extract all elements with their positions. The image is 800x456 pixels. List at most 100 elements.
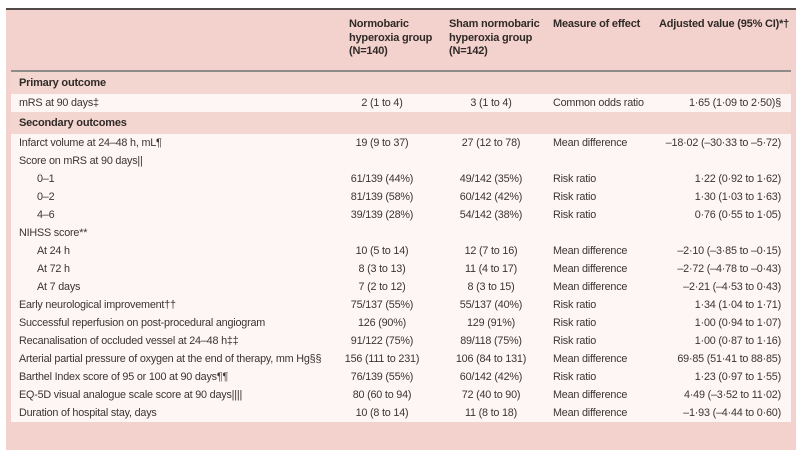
value-cell: 61/139 (44%) [350, 172, 414, 185]
row-label: 0–2 [37, 190, 55, 203]
outcomes-table: Normobaric hyperoxia group (N=140) Sham … [6, 8, 796, 450]
value-cell: 60/142 (42%) [459, 370, 523, 383]
value-cell: Risk ratio [553, 316, 596, 329]
value-cell: 1·65 (1·09 to 2·50)§ [688, 96, 781, 109]
row-label: Score on mRS at 90 days|| [19, 154, 143, 167]
table-row: Barthel Index score of 95 or 100 at 90 d… [11, 368, 791, 386]
value-cell: 3 (1 to 4) [470, 96, 512, 109]
value-cell: Risk ratio [553, 190, 596, 203]
row-label: Recanalisation of occluded vessel at 24–… [19, 334, 239, 347]
value-cell: 69·85 (51·41 to 88·85) [677, 352, 781, 365]
table-row: 4–6 39/139 (28%) 54/142 (38%) Risk ratio 0·7… [11, 206, 791, 224]
col-header-normobaric-group: Normobaric hyperoxia group (N=140) [349, 18, 433, 57]
value-cell: –18·02 (–30·33 to –5·72) [665, 136, 781, 149]
table-row: At 24 h 10 (5 to 14) 12 (7 to 16) Mean diff… [11, 242, 791, 260]
value-cell: 8 (3 to 13) [358, 262, 406, 275]
value-cell: 1·30 (1·03 to 1·63) [694, 190, 781, 203]
value-cell: –2·72 (–4·78 to –0·43) [677, 262, 781, 275]
row-label: Early neurological improvement†† [19, 298, 176, 311]
value-cell: 106 (84 to 131) [455, 352, 527, 365]
row-label: Barthel Index score of 95 or 100 at 90 d… [19, 370, 229, 383]
row-label: 0–1 [37, 172, 55, 185]
value-cell: Mean difference [553, 136, 628, 149]
value-cell: 89/118 (75%) [460, 334, 522, 347]
value-cell: 60/142 (42%) [459, 190, 523, 203]
value-cell: –2·21 (–4·53 to 0·43) [683, 280, 781, 293]
table-row: Recanalisation of occluded vessel at 24–… [11, 332, 791, 350]
table-row: Successful reperfusion on post-procedura… [11, 314, 791, 332]
table-row: Early neurological improvement†† 75/137 (… [11, 296, 791, 314]
table-row: Arterial partial pressure of oxygen at t… [11, 350, 791, 368]
section-title: Primary outcome [19, 76, 106, 89]
value-cell: 49/142 (35%) [459, 172, 523, 185]
value-cell: 55/137 (40%) [459, 298, 523, 311]
table-row: At 72 h 8 (3 to 13) 11 (4 to 17) Mean diffe… [11, 260, 791, 278]
value-cell: 75/137 (55%) [350, 298, 414, 311]
value-cell: 1·00 (0·87 to 1·16) [694, 334, 781, 347]
value-cell: 11 (4 to 17) [464, 262, 518, 275]
value-cell: Risk ratio [553, 172, 596, 185]
value-cell: 2 (1 to 4) [361, 96, 403, 109]
value-cell: 7 (2 to 12) [358, 280, 406, 293]
table-row: 0–2 81/139 (58%) 60/142 (42%) Risk ratio 1·3… [11, 188, 791, 206]
value-cell: 76/139 (55%) [350, 370, 414, 383]
value-cell: –1·93 (–4·44 to 0·60) [683, 406, 781, 419]
col-header-measure-of-effect: Measure of effect [553, 18, 641, 30]
value-cell: Risk ratio [553, 298, 596, 311]
row-label: 4–6 [37, 208, 55, 221]
table-body: Primary outcome mRS at 90 days‡ 2 (1 to 4)… [11, 72, 791, 422]
value-cell: 19 (9 to 37) [355, 136, 409, 149]
row-label: At 24 h [37, 244, 70, 257]
row-label: mRS at 90 days‡ [19, 96, 99, 109]
value-cell: 81/139 (58%) [350, 190, 414, 203]
value-cell: 39/139 (28%) [350, 208, 414, 221]
table-row: At 7 days 7 (2 to 12) 8 (3 to 15) Mean diff… [11, 278, 791, 296]
value-cell: 11 (8 to 18) [464, 406, 518, 419]
table-row: 0–1 61/139 (44%) 49/142 (35%) Risk ratio 1·2… [11, 170, 791, 188]
value-cell: 4·49 (–3·52 to 11·02) [683, 388, 781, 401]
value-cell: 80 (60 to 94) [352, 388, 412, 401]
table-row: Score on mRS at 90 days|| [11, 152, 791, 170]
value-cell: 10 (5 to 14) [355, 244, 409, 257]
row-label: At 72 h [37, 262, 70, 275]
value-cell: 1·34 (1·04 to 1·71) [694, 298, 781, 311]
value-cell: Common odds ratio [553, 96, 644, 109]
value-cell: –2·10 (–3·85 to –0·15) [677, 244, 781, 257]
row-label: Successful reperfusion on post-procedura… [19, 316, 266, 329]
value-cell: 1·22 (0·92 to 1·62) [694, 172, 781, 185]
value-cell: 12 (7 to 16) [464, 244, 518, 257]
value-cell: Mean difference [553, 406, 628, 419]
value-cell: 156 (111 to 231) [344, 352, 420, 365]
row-label: NIHSS score** [19, 226, 88, 239]
table-row: NIHSS score** [11, 224, 791, 242]
value-cell: Mean difference [553, 262, 628, 275]
value-cell: 126 (90%) [357, 316, 406, 329]
value-cell: 10 (8 to 14) [355, 406, 409, 419]
value-cell: Mean difference [553, 244, 628, 257]
row-label: At 7 days [37, 280, 81, 293]
value-cell: 54/142 (38%) [459, 208, 523, 221]
row-label: Arterial partial pressure of oxygen at t… [19, 352, 322, 365]
section-title: Secondary outcomes [19, 116, 127, 129]
table-row: Infarct volume at 24–48 h, mL¶ 19 (9 to 3… [11, 134, 791, 152]
value-cell: 1·00 (0·94 to 1·07) [694, 316, 781, 329]
value-cell: 8 (3 to 15) [467, 280, 515, 293]
value-cell: 72 (40 to 90) [461, 388, 521, 401]
value-cell: Risk ratio [553, 208, 596, 221]
table-row: mRS at 90 days‡ 2 (1 to 4) 3 (1 to 4) Commo… [11, 94, 791, 112]
value-cell: Mean difference [553, 352, 628, 365]
value-cell: Risk ratio [553, 370, 596, 383]
col-header-adjusted-value: Adjusted value (95% CI)*† [659, 18, 790, 30]
value-cell: 91/122 (75%) [350, 334, 414, 347]
table-row: EQ-5D visual analogue scale score at 90 … [11, 386, 791, 404]
row-label: EQ-5D visual analogue scale score at 90 … [19, 388, 243, 401]
table-row: Duration of hospital stay, days 10 (8 to … [11, 404, 791, 422]
value-cell: Risk ratio [553, 334, 596, 347]
value-cell: Mean difference [553, 280, 628, 293]
section-row: Secondary outcomes [11, 112, 791, 134]
value-cell: 0·76 (0·55 to 1·05) [694, 208, 781, 221]
value-cell: 27 (12 to 78) [461, 136, 521, 149]
row-label: Infarct volume at 24–48 h, mL¶ [19, 136, 162, 149]
section-row: Primary outcome [11, 72, 791, 94]
value-cell: 1·23 (0·97 to 1·55) [694, 370, 781, 383]
